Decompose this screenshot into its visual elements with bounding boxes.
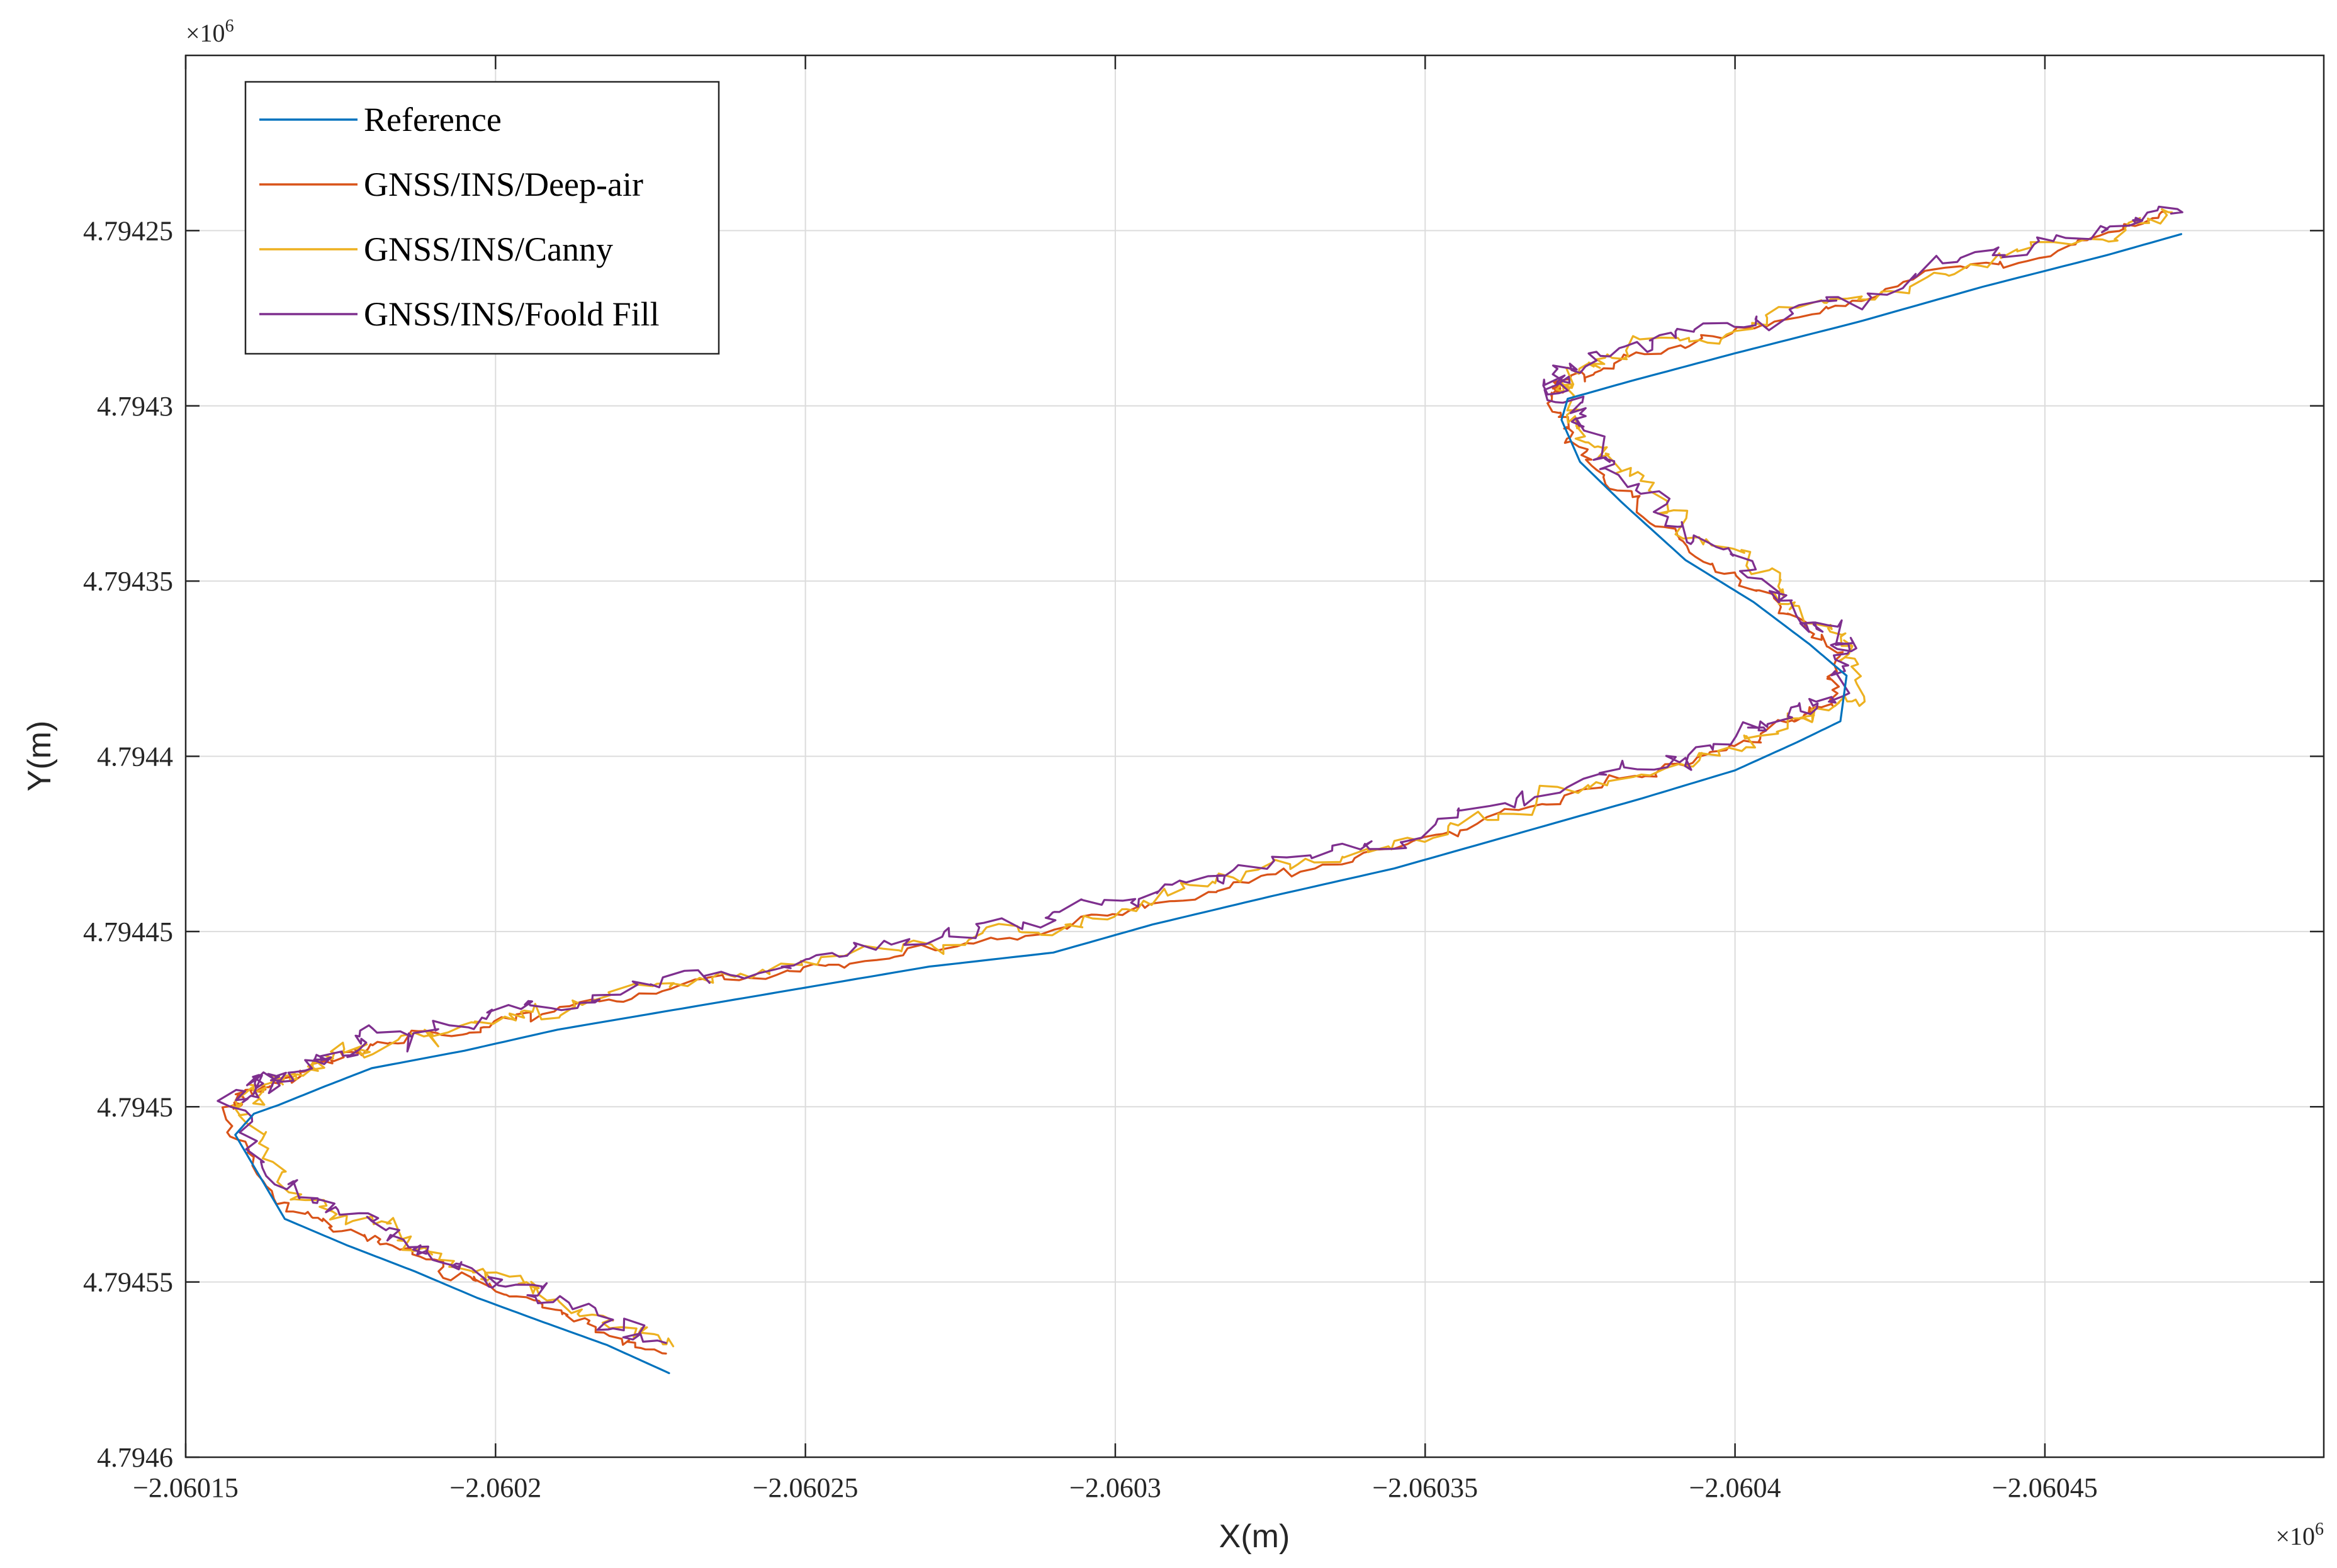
legend-box: [244, 81, 720, 355]
series-line-3: [217, 205, 2183, 1345]
y-axis-title: Y(m): [21, 721, 58, 792]
y-tick-label: 4.79425: [83, 215, 173, 246]
x-tick-label: −2.06045: [1992, 1472, 2098, 1503]
y-tick-label: 4.7944: [97, 742, 173, 772]
x-tick-label: −2.0604: [1689, 1472, 1781, 1503]
x-tick-label: −2.06035: [1372, 1472, 1478, 1503]
y-tick-label: 4.79435: [83, 566, 173, 597]
series-line-0: [234, 233, 2183, 1374]
legend-label-2: GNSS/INS/Canny: [364, 230, 613, 268]
legend-label-1: GNSS/INS/Deep-air: [364, 166, 643, 203]
x-tick-label: −2.0602: [449, 1472, 541, 1503]
x-tick-label: −2.0603: [1069, 1472, 1161, 1503]
y-tick-label: 4.7945: [97, 1091, 173, 1122]
y-tick-label: 4.7946: [97, 1442, 173, 1473]
series-line-1: [221, 210, 2165, 1355]
axis-ticks: −2.06015 −2.0602 −2.06025 −2.0603 −2.06035 −2…: [83, 55, 2324, 1503]
grid-lines: [186, 55, 2324, 1457]
legend-label-3: GNSS/INS/Foold Fill: [364, 295, 660, 333]
x-axis-title: X(m): [1219, 1518, 1290, 1555]
series-lines: [217, 205, 2183, 1374]
y-tick-label: 4.79455: [83, 1267, 173, 1298]
y-exponent-label: ×106: [186, 16, 234, 47]
legend-label-0: Reference: [364, 101, 502, 138]
x-tick-label: −2.06015: [133, 1472, 239, 1503]
x-exponent-label: ×106: [2275, 1520, 2324, 1550]
y-tick-label: 4.7943: [97, 391, 173, 422]
legend: Reference GNSS/INS/Deep-air GNSS/INS/Canny…: [244, 81, 720, 355]
x-tick-label: −2.06025: [753, 1472, 859, 1503]
y-tick-label: 4.79445: [83, 917, 173, 947]
